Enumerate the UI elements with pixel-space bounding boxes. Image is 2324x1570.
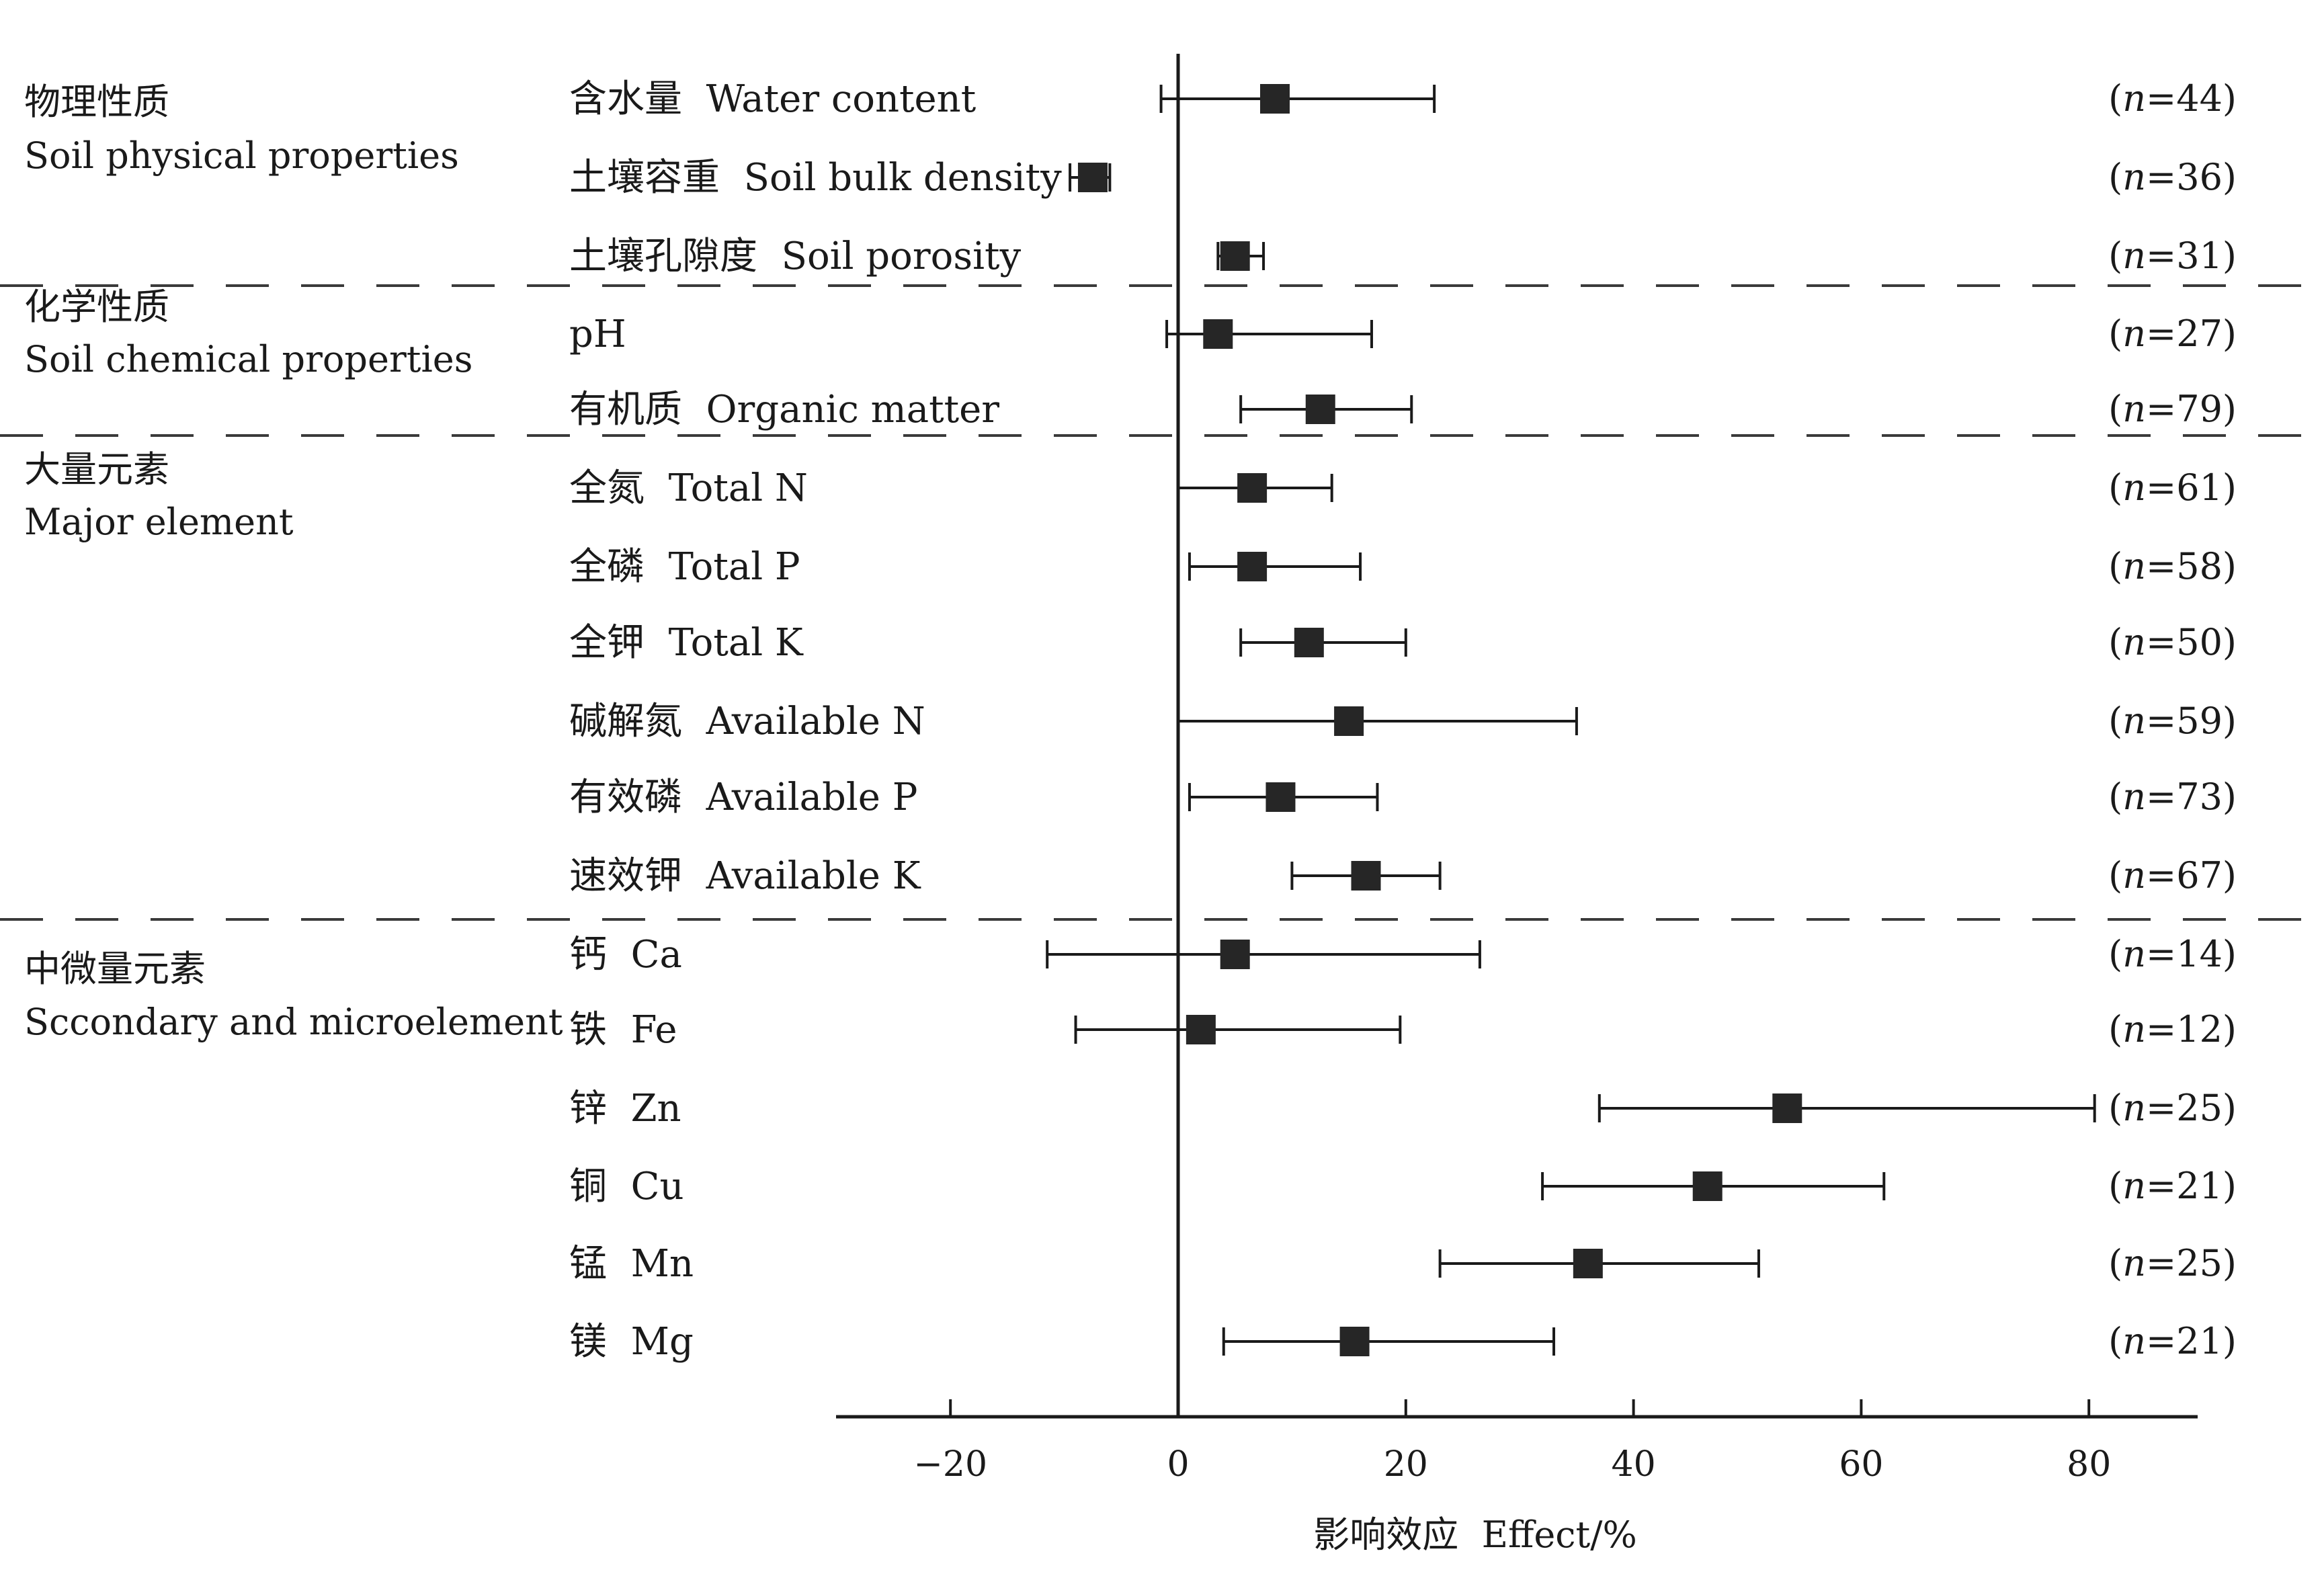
group-label-cn: 大量元素 <box>24 448 169 491</box>
error-bar <box>1159 85 1436 113</box>
x-tick-label: 80 <box>2067 1444 2111 1485</box>
effect-point <box>1339 1327 1370 1356</box>
sample-size-label: (n=21) <box>2108 1165 2237 1207</box>
x-tick-label: 0 <box>1167 1444 1189 1485</box>
x-tick-label: 60 <box>1839 1444 1883 1485</box>
sample-size-label: (n=12) <box>2108 1008 2237 1050</box>
group-separators <box>0 284 2324 921</box>
group-label-cn: 物理性质 <box>24 81 169 123</box>
effect-point <box>1692 1171 1723 1201</box>
sample-size-label: (n=79) <box>2108 388 2237 430</box>
sample-size-label: (n=61) <box>2108 466 2237 509</box>
sample-size-label: (n=36) <box>2108 156 2237 198</box>
row-label: 镁 Mg <box>569 1320 694 1364</box>
plot-area <box>1046 54 2096 1417</box>
x-tick-label: 20 <box>1384 1444 1428 1485</box>
row-label: 全氮 Total N <box>569 466 808 510</box>
effect-point <box>1220 940 1250 969</box>
sample-size-label: (n=25) <box>2108 1242 2237 1284</box>
row-label: pH <box>569 313 626 356</box>
effect-point <box>1334 706 1364 736</box>
row-label: 钙 Ca <box>569 933 682 977</box>
effect-point <box>1203 319 1233 349</box>
effect-point <box>1077 163 1108 192</box>
row-label: 含水量 Water content <box>569 77 977 121</box>
sample-size-label: (n=73) <box>2108 776 2237 818</box>
row-label: 铜 Cu <box>569 1165 684 1208</box>
error-bar <box>1046 940 1481 968</box>
error-bar <box>1597 1094 2096 1122</box>
sample-size-label: (n=50) <box>2108 621 2237 663</box>
group-label-en: Sccondary and microelement <box>24 1001 563 1043</box>
row-label: 铁 Fe <box>569 1008 677 1052</box>
group-labels: 物理性质 Soil physical properties 化学性质 Soil che… <box>24 81 563 1043</box>
row-label: 全磷 Total P <box>569 545 800 589</box>
effect-point <box>1573 1249 1603 1278</box>
effect-point <box>1772 1093 1802 1123</box>
row-label: 速效钾 Available K <box>569 854 921 898</box>
effect-point <box>1220 241 1250 271</box>
effect-point <box>1294 628 1324 657</box>
row-label: 锰 Mn <box>569 1242 694 1286</box>
error-bar <box>1188 552 1362 581</box>
row-label: 碱解氮 Available N <box>569 700 925 743</box>
group-label-cn: 化学性质 <box>24 286 169 328</box>
sample-size-label: (n=44) <box>2108 77 2237 120</box>
error-bar <box>1177 707 1578 735</box>
group-label-cn: 中微量元素 <box>24 948 206 990</box>
row-label: 有效磷 Available P <box>569 776 917 819</box>
effect-point <box>1305 395 1335 424</box>
x-tick-label: 40 <box>1612 1444 1656 1485</box>
sample-size-label: (n=21) <box>2108 1320 2237 1362</box>
group-label-en: Soil physical properties <box>24 134 459 177</box>
error-bar <box>1165 320 1373 348</box>
effect-point <box>1186 1015 1216 1044</box>
x-tick-label: −20 <box>913 1444 987 1485</box>
effect-point <box>1237 552 1268 581</box>
x-axis-title: 影响效应 Effect/% <box>1313 1514 1637 1556</box>
row-label: 土壤孔隙度 Soil porosity <box>569 235 1022 278</box>
row-label: 锌 Zn <box>569 1087 681 1130</box>
sample-size-labels: (n=44) (n=36) (n=31) (n=27) (n=79) (n=61) (n=5… <box>2108 77 2237 1362</box>
row-label: 全钾 Total K <box>569 621 804 665</box>
group-label-en: Soil chemical properties <box>24 338 472 380</box>
row-label: 有机质 Organic matter <box>569 388 999 431</box>
effect-point <box>1265 782 1296 812</box>
error-bar <box>1222 1327 1556 1356</box>
row-labels: 含水量 Water content 土壤容重 Soil bulk density 土… <box>569 77 1062 1364</box>
sample-size-label: (n=27) <box>2108 313 2237 355</box>
sample-size-label: (n=58) <box>2108 545 2237 587</box>
row-label: 土壤容重 Soil bulk density <box>569 156 1062 200</box>
error-bar <box>1074 1016 1402 1044</box>
effect-point <box>1237 473 1268 503</box>
sample-size-label: (n=31) <box>2108 235 2237 277</box>
effect-point <box>1259 84 1290 114</box>
effect-point <box>1351 861 1381 891</box>
sample-size-label: (n=25) <box>2108 1087 2237 1129</box>
sample-size-label: (n=67) <box>2108 854 2237 897</box>
group-label-en: Major element <box>24 501 294 543</box>
sample-size-label: (n=59) <box>2108 700 2237 742</box>
sample-size-label: (n=14) <box>2108 933 2237 975</box>
x-axis: −20 0 20 40 60 80 影响效应 Effect/% <box>836 1399 2198 1556</box>
